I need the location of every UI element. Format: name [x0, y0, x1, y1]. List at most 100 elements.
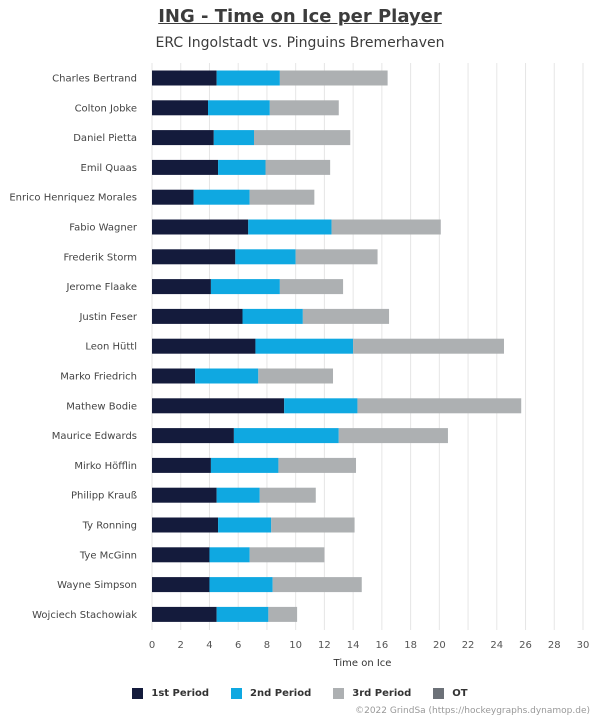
- legend: 1st Period 2nd Period 3rd Period OT: [0, 688, 600, 699]
- bar-segment: [152, 606, 217, 622]
- player-label: Fabio Wagner: [69, 223, 138, 234]
- bar-segment: [254, 130, 351, 146]
- bar-segment: [284, 398, 358, 414]
- legend-swatch: [433, 688, 445, 699]
- chart-title: ING - Time on Ice per Player: [158, 6, 442, 27]
- bar-segment: [152, 428, 234, 444]
- x-tick-label: 14: [347, 640, 360, 651]
- bar-segment: [152, 487, 217, 503]
- player-label: Jerome Flaake: [65, 282, 137, 293]
- legend-item: OT: [433, 688, 468, 699]
- legend-label: 1st Period: [151, 688, 210, 699]
- player-label: Justin Feser: [78, 312, 137, 323]
- player-label: Daniel Pietta: [73, 133, 137, 144]
- x-tick-label: 20: [433, 640, 446, 651]
- bar-segment: [357, 398, 522, 414]
- legend-label: OT: [452, 688, 468, 699]
- x-tick-label: 12: [318, 640, 331, 651]
- player-label: Charles Bertrand: [52, 74, 137, 85]
- bar-segment: [353, 338, 504, 354]
- bar-segment: [152, 517, 219, 533]
- x-tick-label: 22: [462, 640, 475, 651]
- player-label: Ty Ronning: [82, 521, 137, 532]
- bar-segment: [259, 487, 316, 503]
- bar-segment: [209, 547, 250, 563]
- bar-segment: [265, 159, 331, 175]
- bar-segment: [279, 279, 344, 295]
- bar-segment: [279, 70, 388, 86]
- x-tick-label: 28: [548, 640, 561, 651]
- bar-segment: [216, 606, 269, 622]
- bar-segment: [272, 577, 362, 593]
- bar-segment: [152, 547, 210, 563]
- bar-segment: [195, 368, 259, 384]
- bar-segment: [331, 219, 441, 235]
- player-label: Marko Friedrich: [60, 372, 137, 383]
- bar-segment: [152, 130, 214, 146]
- bar-segment: [152, 338, 256, 354]
- bar-segment: [210, 279, 280, 295]
- bar-segment: [210, 457, 279, 473]
- legend-item: 1st Period: [132, 688, 209, 699]
- player-label: Frederik Storm: [64, 252, 138, 263]
- x-tick-label: 10: [289, 640, 302, 651]
- bar-segment: [248, 219, 332, 235]
- bar-segment: [152, 457, 211, 473]
- bar-segment: [152, 368, 196, 384]
- x-tick-label: 26: [519, 640, 532, 651]
- bar-segment: [338, 428, 448, 444]
- player-label: Tye McGinn: [79, 550, 137, 561]
- bar-segment: [258, 368, 334, 384]
- bar-segment: [152, 70, 217, 86]
- bar-segment: [152, 189, 194, 205]
- bar-segment: [152, 249, 236, 265]
- bar-segment: [235, 249, 296, 265]
- bar-segment: [209, 577, 273, 593]
- x-tick-label: 6: [235, 640, 241, 651]
- legend-item: 3rd Period: [333, 688, 411, 699]
- credit-text: ©2022 GrindSa (https://hockeygraphs.dyna…: [355, 706, 590, 716]
- bar-segment: [152, 159, 219, 175]
- x-tick-label: 8: [264, 640, 270, 651]
- player-label: Emil Quaas: [81, 163, 137, 174]
- legend-swatch: [132, 688, 144, 699]
- bar-segment: [216, 70, 280, 86]
- bar-segment: [152, 398, 285, 414]
- bar-segment: [271, 517, 355, 533]
- x-tick-label: 24: [490, 640, 503, 651]
- bar-segment: [278, 457, 357, 473]
- x-tick-label: 0: [149, 640, 155, 651]
- chart-subtitle: ERC Ingolstadt vs. Pinguins Bremerhaven: [155, 35, 445, 51]
- player-label: Mirko Höfflin: [74, 461, 137, 472]
- x-tick-label: 2: [178, 640, 184, 651]
- bar-segment: [255, 338, 354, 354]
- bar-segment: [268, 606, 298, 622]
- x-axis-title: Time on Ice: [333, 658, 392, 669]
- bar-segment: [152, 219, 249, 235]
- x-tick-label: 16: [375, 640, 388, 651]
- bar-segment: [213, 130, 255, 146]
- legend-swatch: [333, 688, 345, 699]
- player-label: Wayne Simpson: [57, 580, 137, 591]
- bar-segment: [193, 189, 250, 205]
- player-label: Maurice Edwards: [52, 431, 137, 442]
- legend-swatch: [231, 688, 243, 699]
- bar-segment: [242, 308, 303, 324]
- x-tick-label: 18: [404, 640, 417, 651]
- bar-segment: [218, 159, 266, 175]
- bar-segment: [208, 100, 270, 116]
- bar-segment: [249, 189, 315, 205]
- legend-label: 2nd Period: [250, 688, 312, 699]
- bar-segment: [152, 100, 209, 116]
- player-label: Enrico Henriquez Morales: [9, 193, 137, 204]
- x-tick-label: 4: [206, 640, 212, 651]
- legend-item: 2nd Period: [231, 688, 311, 699]
- player-label: Wojciech Stachowiak: [32, 610, 137, 621]
- player-label: Philipp Krauß: [71, 491, 137, 502]
- bar-segment: [218, 517, 272, 533]
- bar-segment: [249, 547, 325, 563]
- bar-segment: [302, 308, 390, 324]
- x-tick-label: 30: [577, 640, 590, 651]
- player-label: Mathew Bodie: [66, 401, 137, 412]
- bar-segment: [152, 279, 211, 295]
